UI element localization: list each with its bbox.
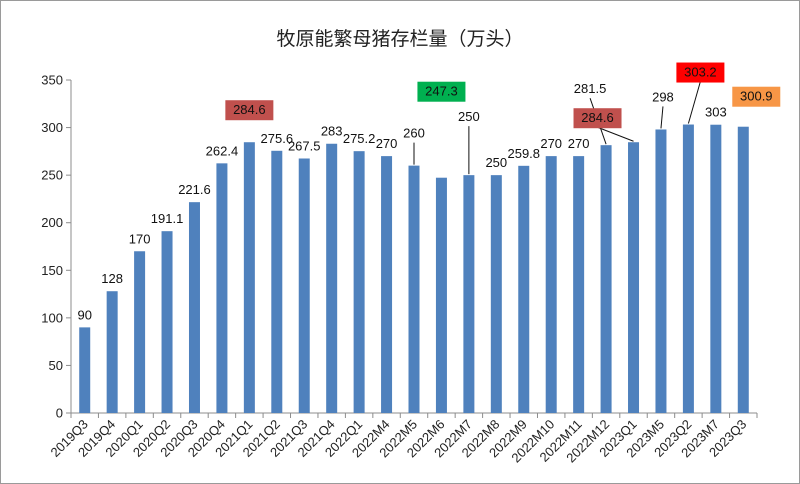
data-label: 275.2	[343, 131, 376, 146]
y-tick-label: 100	[41, 310, 63, 325]
bar	[298, 158, 310, 413]
chart-title: 牧原能繁母猪存栏量（万头）	[276, 28, 524, 50]
bar	[243, 142, 255, 413]
data-label: 262.4	[206, 143, 239, 158]
data-label: 303.2	[684, 65, 717, 80]
data-label: 128	[101, 271, 123, 286]
leader-line	[687, 81, 701, 124]
leader-line	[597, 126, 634, 142]
data-label-box	[732, 86, 781, 107]
bar	[490, 175, 502, 413]
data-label: 300.9	[740, 89, 773, 104]
data-label: 303	[705, 105, 727, 120]
data-label-box	[417, 81, 466, 102]
data-label-box	[225, 100, 274, 121]
bar	[271, 150, 283, 413]
data-label: 284.6	[581, 110, 614, 125]
bar	[628, 142, 640, 413]
data-label: 247.3	[425, 84, 458, 99]
data-label: 260	[403, 126, 425, 141]
data-label: 298	[652, 89, 674, 104]
bar	[545, 156, 557, 413]
y-tick-label: 350	[41, 73, 63, 88]
data-label: 267.5	[288, 138, 321, 153]
y-tick-label: 250	[41, 168, 63, 183]
bar	[408, 165, 420, 413]
y-tick-label: 0	[56, 406, 63, 421]
bar	[655, 129, 667, 413]
bar	[353, 151, 365, 413]
bar	[435, 177, 447, 413]
leader-line	[660, 106, 664, 129]
data-label: 191.1	[151, 211, 184, 226]
data-label: 221.6	[178, 182, 211, 197]
bar	[573, 156, 585, 413]
bar	[188, 202, 200, 413]
bar	[381, 156, 393, 413]
y-tick-label: 300	[41, 120, 63, 135]
data-label: 283	[321, 124, 343, 139]
data-label: 281.5	[574, 81, 607, 96]
data-label-box	[676, 62, 725, 83]
bar	[737, 126, 749, 413]
bar	[326, 143, 338, 413]
data-label: 284.6	[233, 102, 266, 117]
data-label-box	[573, 108, 622, 129]
data-label: 270	[376, 136, 398, 151]
bar	[600, 145, 612, 413]
bar	[710, 124, 722, 414]
bar	[216, 163, 228, 413]
data-label: 170	[129, 231, 151, 246]
data-label: 270	[568, 136, 590, 151]
data-label: 259.8	[507, 146, 540, 161]
data-label: 250	[485, 155, 507, 170]
bar	[79, 327, 91, 413]
data-label: 275.6	[261, 131, 294, 146]
data-label: 90	[77, 307, 91, 322]
bar	[682, 124, 694, 413]
data-label: 270	[540, 136, 562, 151]
y-tick-label: 150	[41, 263, 63, 278]
bar	[161, 231, 173, 413]
bar	[463, 175, 475, 413]
y-tick-label: 200	[41, 215, 63, 230]
bar	[106, 291, 118, 413]
bar	[134, 251, 146, 413]
bar	[518, 165, 530, 413]
data-label: 250	[458, 109, 480, 124]
y-tick-label: 50	[49, 358, 63, 373]
